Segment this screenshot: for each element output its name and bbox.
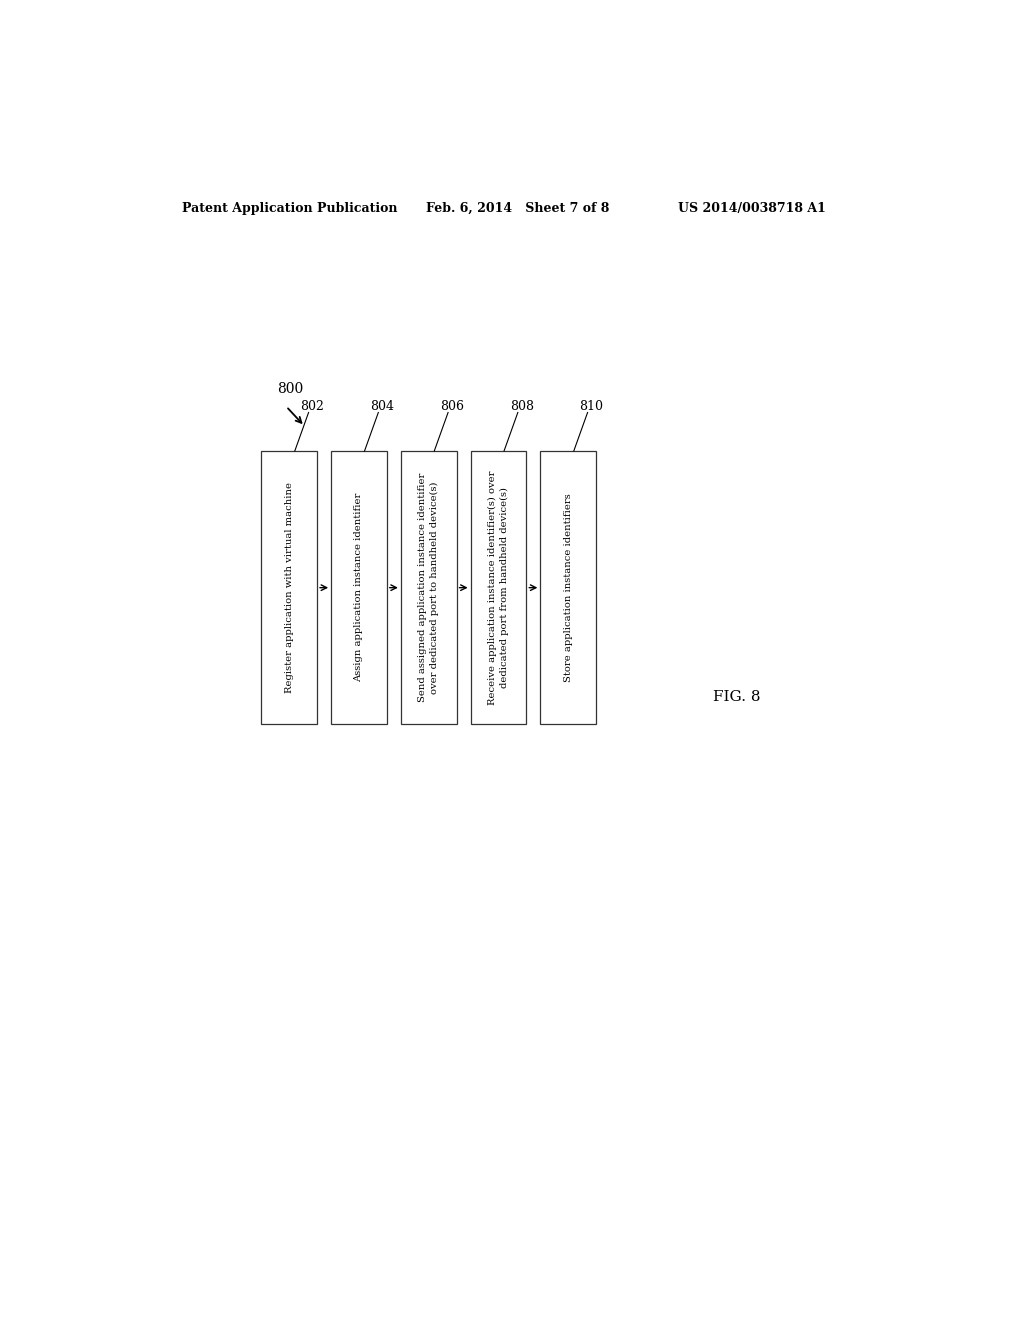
Text: Feb. 6, 2014   Sheet 7 of 8: Feb. 6, 2014 Sheet 7 of 8 [426, 202, 609, 215]
Text: Assign application instance identifier: Assign application instance identifier [354, 492, 364, 682]
Bar [541, 451, 596, 725]
Text: Receive application instance identifier(s) over
dedicated port from handheld dev: Receive application instance identifier(… [487, 470, 509, 705]
Text: 808: 808 [510, 400, 534, 413]
Text: 800: 800 [276, 381, 303, 396]
Bar [471, 451, 526, 725]
Text: 802: 802 [300, 400, 325, 413]
Text: 810: 810 [580, 400, 603, 413]
Bar [261, 451, 317, 725]
Bar [400, 451, 457, 725]
Text: Register application with virtual machine: Register application with virtual machin… [285, 482, 294, 693]
Text: Patent Application Publication: Patent Application Publication [182, 202, 397, 215]
Text: US 2014/0038718 A1: US 2014/0038718 A1 [678, 202, 826, 215]
Text: FIG. 8: FIG. 8 [713, 690, 760, 705]
Bar [331, 451, 387, 725]
Text: Send assigned application instance identifier
over dedicated port to handheld de: Send assigned application instance ident… [418, 473, 439, 702]
Text: 806: 806 [440, 400, 464, 413]
Text: Store application instance identifiers: Store application instance identifiers [563, 494, 572, 682]
Text: 804: 804 [371, 400, 394, 413]
